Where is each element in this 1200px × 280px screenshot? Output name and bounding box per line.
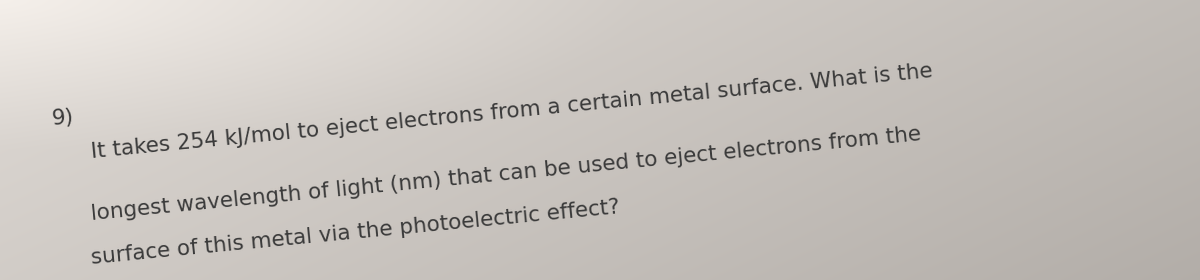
Text: surface of this metal via the photoelectric effect?: surface of this metal via the photoelect…	[90, 197, 620, 268]
Text: It takes 254 kJ/mol to eject electrons from a certain metal surface. What is the: It takes 254 kJ/mol to eject electrons f…	[90, 62, 934, 162]
Text: longest wavelength of light (nm) that can be used to eject electrons from the: longest wavelength of light (nm) that ca…	[90, 124, 922, 223]
Text: 9): 9)	[50, 107, 74, 129]
